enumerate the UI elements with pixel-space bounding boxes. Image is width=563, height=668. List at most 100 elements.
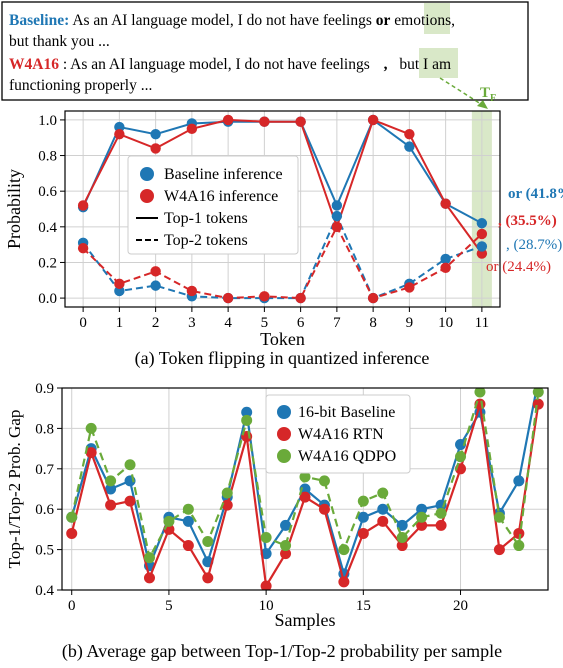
chart-caption: (a) Token flipping in quantized inferenc… — [135, 348, 430, 369]
data-point — [260, 548, 272, 560]
data-point — [163, 515, 175, 527]
data-point — [440, 253, 451, 265]
data-point — [259, 116, 270, 127]
x-tick-label: 8 — [369, 315, 377, 331]
data-point — [280, 519, 292, 531]
data-point — [533, 374, 544, 385]
annotation-label: , (28.7%) — [506, 237, 562, 253]
data-point — [260, 580, 272, 590]
data-point — [476, 248, 488, 259]
x-tick-label: 5 — [165, 598, 173, 614]
data-point — [114, 128, 125, 140]
data-point — [440, 198, 451, 209]
data-point — [202, 572, 214, 584]
x-tick-label: 4 — [224, 315, 232, 331]
data-point — [202, 536, 214, 548]
data-point — [150, 128, 161, 140]
data-point — [396, 531, 408, 543]
plot-frame — [61, 387, 549, 591]
data-point — [105, 499, 117, 511]
legend-label: W4A16 inference — [164, 188, 278, 205]
data-point — [476, 241, 488, 252]
data-point — [513, 475, 525, 487]
callout-baseline-line: Baseline: As an AI language model, I do … — [9, 12, 455, 29]
data-point — [318, 503, 330, 515]
series-line-top1-red — [82, 118, 483, 255]
data-point — [299, 471, 311, 483]
callout-w4-text: : As an AI language model, I do not have… — [63, 56, 370, 73]
x-tick-label: 9 — [406, 315, 414, 331]
data-point — [260, 531, 272, 543]
legend-label: Top-2 tokens — [164, 232, 248, 249]
chart-caption: (b) Average gap between Top-1/Top-2 prob… — [62, 641, 502, 662]
y-tick-label: 0.4 — [38, 220, 57, 236]
data-point — [182, 515, 194, 527]
data-point — [338, 544, 350, 556]
callout-baseline-label: Baseline: — [9, 12, 69, 29]
data-point — [77, 243, 89, 254]
data-point — [513, 540, 525, 552]
data-point — [299, 491, 311, 503]
data-point — [404, 128, 415, 140]
data-point — [124, 459, 136, 471]
y-tick-label: 0.6 — [35, 502, 54, 518]
legend-marker — [277, 405, 291, 419]
data-point — [114, 121, 125, 133]
legend: Baseline inference W4A16 inference Top-1 t… — [127, 155, 299, 255]
callout-w4-line2: functioning properly ... — [9, 77, 152, 94]
data-point — [66, 511, 78, 523]
y-tick-label: 0.8 — [38, 149, 57, 165]
x-tick-label: 5 — [261, 315, 269, 331]
x-axis-label: Samples — [275, 610, 336, 630]
annotation-label: , (35.5%) — [498, 213, 557, 229]
legend-box — [127, 155, 299, 255]
data-point — [476, 218, 488, 229]
data-point — [532, 388, 544, 398]
plot-area — [66, 374, 544, 590]
x-tick-label: 1 — [116, 315, 124, 331]
x-tick-label: 0 — [68, 598, 76, 614]
legend-label: Baseline inference — [164, 166, 283, 183]
data-point — [66, 527, 78, 539]
data-point — [114, 285, 125, 297]
series-line-top2-red — [82, 224, 483, 300]
x-tick-label: 7 — [333, 315, 341, 331]
y-tick-label: 0.6 — [38, 184, 57, 200]
legend-label: 16-bit Baseline — [298, 404, 395, 421]
y-tick-label: 0.0 — [38, 291, 57, 307]
callout-w4-tail: but I am — [399, 56, 451, 73]
data-point — [435, 507, 447, 519]
data-point — [377, 515, 389, 527]
x-tick-label: 10 — [438, 315, 453, 331]
x-tick-label: 6 — [297, 315, 305, 331]
data-point — [124, 495, 136, 507]
y-tick-label: 0.8 — [35, 421, 54, 437]
annotation-label: or (24.4%) — [486, 259, 551, 275]
tf-sub: F — [490, 93, 496, 104]
annotation-label: or (41.8%) — [508, 186, 563, 202]
x-tick-label: 15 — [356, 598, 371, 614]
data-point — [186, 123, 198, 135]
data-point — [404, 141, 415, 152]
data-point — [513, 527, 525, 539]
data-point — [357, 511, 369, 523]
x-tick-label: 2 — [152, 315, 160, 331]
data-point — [280, 548, 292, 560]
data-point — [357, 495, 369, 507]
data-point — [221, 487, 233, 499]
data-point — [416, 519, 428, 531]
x-tick-label: 0 — [79, 315, 87, 331]
data-point — [182, 503, 194, 515]
x-tick-label: 20 — [453, 598, 468, 614]
data-point — [150, 266, 161, 277]
data-point — [532, 398, 544, 410]
data-point — [280, 540, 292, 552]
arrow-head — [477, 100, 488, 109]
x-tick-label: 11 — [475, 315, 489, 331]
data-point — [295, 292, 306, 304]
data-point — [474, 388, 486, 398]
data-point — [367, 292, 379, 304]
data-point — [331, 221, 343, 233]
data-point — [416, 511, 428, 523]
legend-marker — [140, 167, 154, 181]
